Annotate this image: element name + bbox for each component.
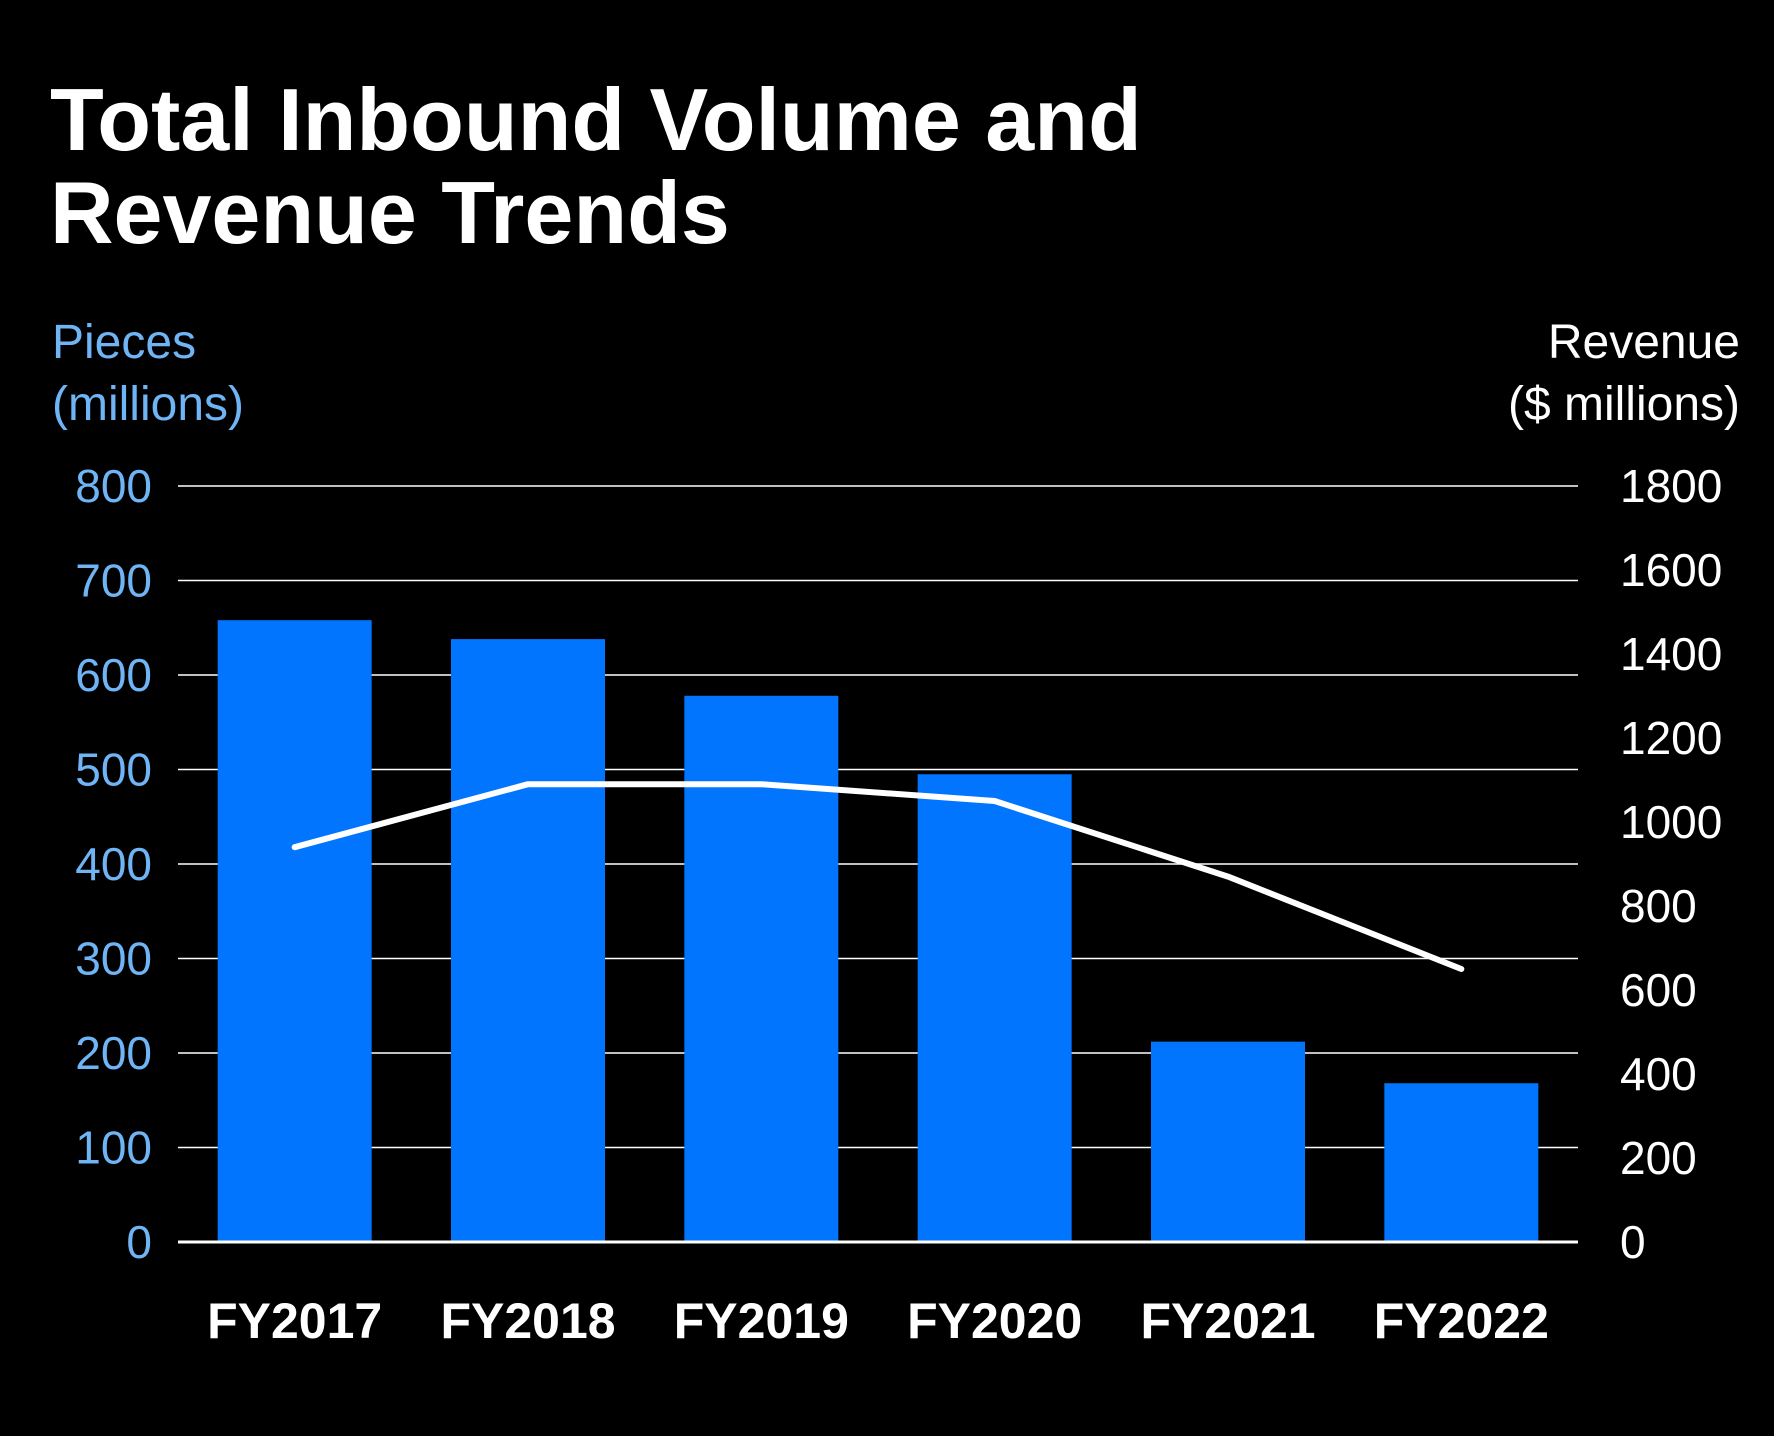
right-tick-label: 800 bbox=[1620, 880, 1697, 932]
bar-fy2018 bbox=[451, 639, 605, 1242]
left-axis-ticks: 0 100 200 300 400 500 600 700 800 bbox=[75, 460, 152, 1268]
bar-fy2020 bbox=[917, 774, 1072, 1242]
left-tick-label: 400 bbox=[75, 838, 152, 890]
left-tick-label: 0 bbox=[126, 1216, 152, 1268]
category-label: FY2019 bbox=[674, 1293, 849, 1349]
revenue-line-series bbox=[291, 781, 1465, 972]
category-label: FY2018 bbox=[440, 1293, 615, 1349]
category-label: FY2022 bbox=[1374, 1293, 1549, 1349]
bars bbox=[217, 620, 1539, 1242]
category-labels: FY2017 FY2018 FY2019 FY2020 FY2021 FY2022 bbox=[207, 1293, 1549, 1349]
right-tick-label: 1800 bbox=[1620, 460, 1722, 512]
left-tick-label: 200 bbox=[75, 1027, 152, 1079]
chart-title-line-2: Revenue Trends bbox=[50, 163, 730, 262]
left-tick-label: 100 bbox=[75, 1122, 152, 1174]
bar-fy2017 bbox=[217, 620, 372, 1242]
right-tick-label: 600 bbox=[1620, 964, 1697, 1016]
right-tick-label: 1400 bbox=[1620, 628, 1722, 680]
right-tick-label: 1200 bbox=[1620, 712, 1722, 764]
left-tick-label: 800 bbox=[75, 460, 152, 512]
right-axis-ticks: 0 200 400 600 800 1000 1200 1400 1600 1800 bbox=[1620, 460, 1722, 1268]
bar-fy2019 bbox=[684, 695, 839, 1242]
category-label: FY2017 bbox=[207, 1293, 382, 1349]
right-tick-label: 1000 bbox=[1620, 796, 1722, 848]
right-tick-label: 1600 bbox=[1620, 544, 1722, 596]
left-tick-label: 700 bbox=[75, 555, 152, 607]
bar-fy2022 bbox=[1384, 1083, 1539, 1242]
right-tick-label: 200 bbox=[1620, 1132, 1697, 1184]
right-axis-label-line-2: ($ millions) bbox=[1508, 378, 1740, 431]
revenue-line bbox=[291, 781, 1465, 972]
left-tick-label: 300 bbox=[75, 933, 152, 985]
bar-fy2021 bbox=[1151, 1041, 1305, 1242]
right-axis-label-line-1: Revenue bbox=[1548, 316, 1740, 369]
left-tick-label: 500 bbox=[75, 744, 152, 796]
right-tick-label: 400 bbox=[1620, 1048, 1697, 1100]
left-axis-label-line-1: Pieces bbox=[52, 316, 196, 369]
category-label: FY2021 bbox=[1140, 1293, 1315, 1349]
chart-title-line-1: Total Inbound Volume and bbox=[50, 70, 1142, 169]
right-tick-label: 0 bbox=[1620, 1216, 1646, 1268]
left-tick-label: 600 bbox=[75, 649, 152, 701]
left-axis-label-line-2: (millions) bbox=[52, 378, 244, 431]
category-label: FY2020 bbox=[907, 1293, 1082, 1349]
grid-lines bbox=[178, 485, 1578, 1149]
